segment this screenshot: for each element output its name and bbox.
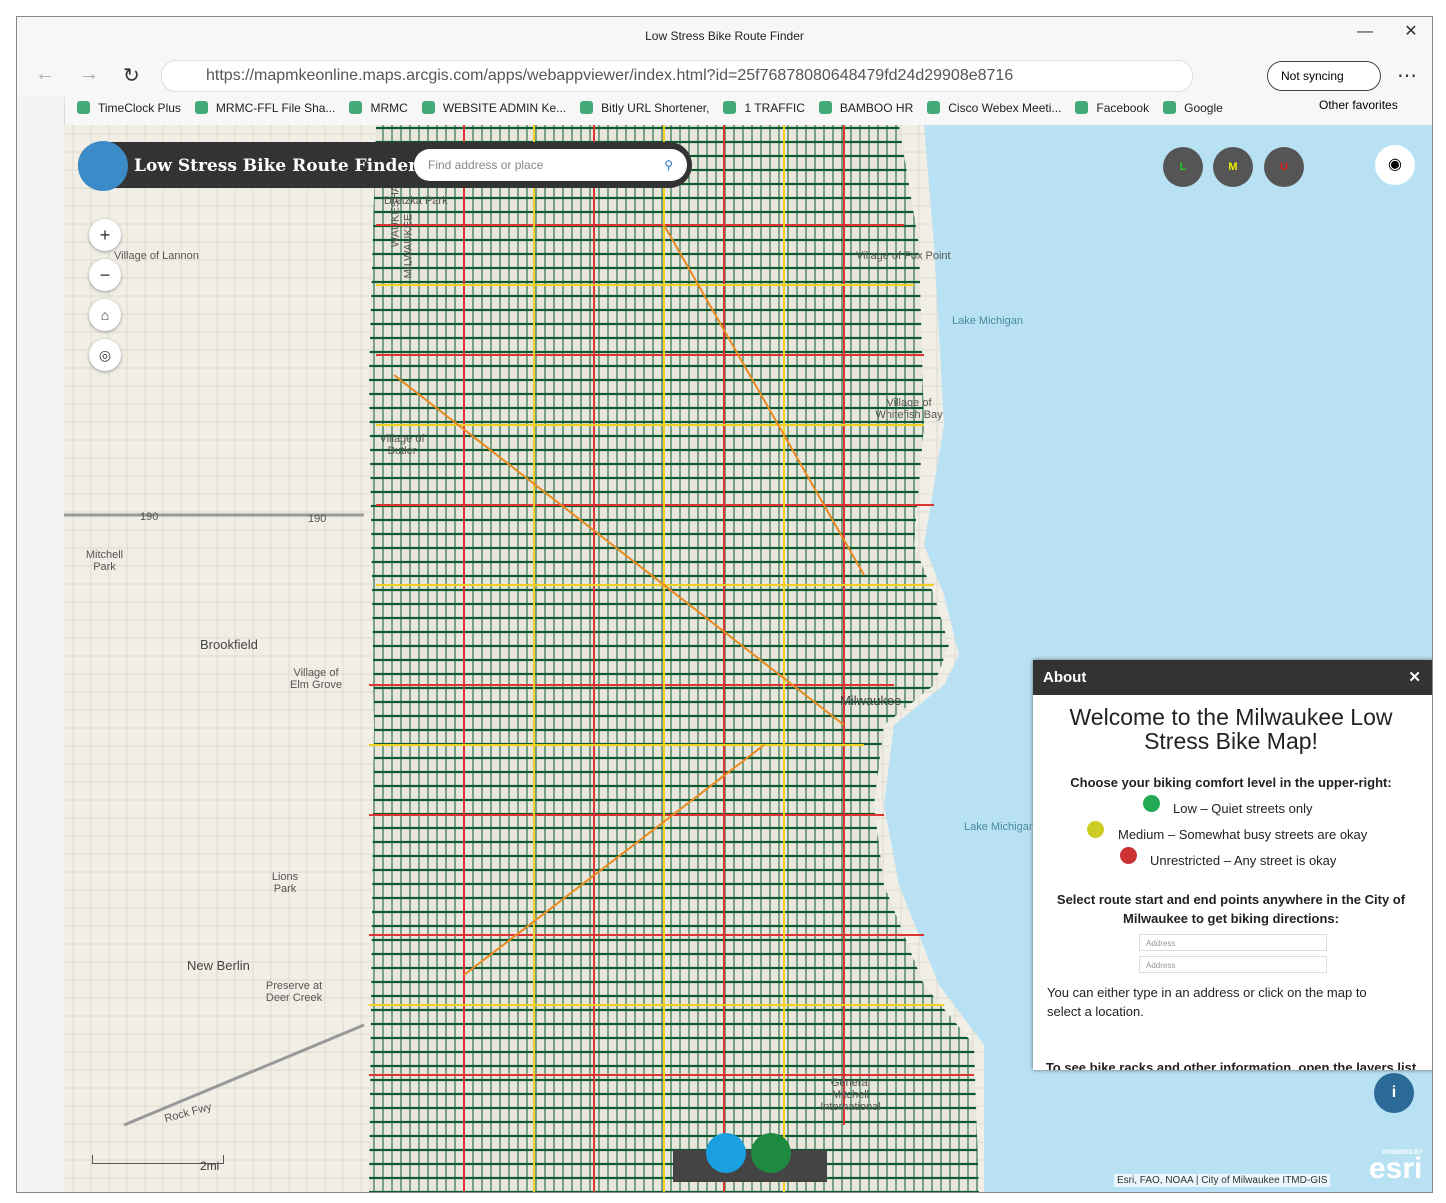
reload-button[interactable]: ↻ xyxy=(123,65,140,87)
bookmark[interactable]: Facebook xyxy=(1075,101,1149,115)
bookmark[interactable]: 1 TRAFFIC xyxy=(723,101,804,115)
level-text: Medium – Somewhat busy streets are okay xyxy=(1118,827,1368,842)
place-label: Village of Lannon xyxy=(114,250,199,262)
bookmark[interactable]: Bitly URL Shortener, xyxy=(580,101,709,115)
zoom-in[interactable]: + xyxy=(89,219,121,251)
close-button[interactable]: ✕ xyxy=(1404,23,1418,40)
layers-button[interactable] xyxy=(751,1133,791,1173)
bookmark[interactable]: Google xyxy=(1163,101,1223,115)
bookmark[interactable]: MRMC-FFL File Sha... xyxy=(195,101,336,115)
major-roads xyxy=(64,125,974,1192)
comfort-low-button[interactable]: L xyxy=(1163,147,1203,187)
level-text: Low – Quiet streets only xyxy=(1173,801,1313,816)
powered-by: POWERED BY xyxy=(1382,1150,1424,1156)
esri-logo: esri xyxy=(1369,1152,1423,1185)
attribution: Esri, FAO, NOAA | City of Milwaukee ITMD… xyxy=(1114,1174,1331,1187)
home-button[interactable]: ⌂ xyxy=(89,299,121,331)
road-label: 190 xyxy=(308,513,327,525)
search-box[interactable]: Find address or place ⚲ xyxy=(414,149,687,181)
place-label: Lions Park xyxy=(271,871,299,895)
url: https://mapmkeonline.maps.arcgis.com/app… xyxy=(206,67,1014,84)
visibility-toggle[interactable]: ◉ xyxy=(1375,145,1415,185)
place-label: Dretzka Park xyxy=(384,195,448,207)
zoom-out[interactable]: − xyxy=(89,259,121,291)
place-label: Mitchell Park xyxy=(85,549,124,573)
close-panel[interactable]: ✕ xyxy=(1408,669,1421,686)
browser-window: Low Stress Bike Route Finder — ✕ ← → ↻ h… xyxy=(16,16,1433,1193)
bookmark[interactable]: WEBSITE ADMIN Ke... xyxy=(422,101,566,115)
tab-title: Low Stress Bike Route Finder xyxy=(645,29,804,43)
bookmarks-bar: TimeClock Plus MRMC-FFL File Sha... MRMC… xyxy=(77,97,1223,119)
comfort-unrestricted-button[interactable]: U xyxy=(1264,147,1304,187)
place-label: Lake Michigan xyxy=(964,821,1035,833)
locate-button[interactable]: ◎ xyxy=(89,339,121,371)
address-bar[interactable]: https://mapmkeonline.maps.arcgis.com/app… xyxy=(161,60,1193,92)
bookmark[interactable]: TimeClock Plus xyxy=(77,101,181,115)
map[interactable]: Village of Lannon Dretzka Park WAUKESHA … xyxy=(64,125,1432,1192)
title-bar: Low Stress Bike Route Finder xyxy=(17,17,1432,53)
place-label: Village of Elm Grove xyxy=(290,667,342,691)
route-intro: Select route start and end points anywhe… xyxy=(1056,892,1406,926)
forward-button[interactable]: → xyxy=(79,63,99,85)
bookmark[interactable]: MRMC xyxy=(349,101,407,115)
place-label: WAUKESHA xyxy=(389,184,402,248)
comfort-intro: Choose your biking comfort level in the … xyxy=(1070,775,1392,790)
comfort-medium-button[interactable]: M xyxy=(1213,147,1253,187)
back-button[interactable]: ← xyxy=(35,63,55,85)
about-header: About ✕ xyxy=(1033,660,1432,695)
bookmark[interactable]: Cisco Webex Meeti... xyxy=(927,101,1061,115)
search-icon[interactable]: ⚲ xyxy=(664,158,673,172)
legend-button[interactable] xyxy=(706,1133,746,1173)
place-label: Preserve at Deer Creek xyxy=(265,980,323,1004)
search-placeholder: Find address or place xyxy=(428,158,544,172)
road-label: 190 xyxy=(140,511,159,523)
place-label: Milwaukee xyxy=(840,693,902,708)
layers-note: To see bike racks and other information,… xyxy=(1045,1060,1417,1070)
bookmark[interactable]: BAMBOO HR xyxy=(819,101,913,115)
place-label: Village of Butler xyxy=(379,433,425,457)
place-label: New Berlin xyxy=(187,958,250,973)
info-button[interactable]: i xyxy=(1374,1073,1414,1113)
bottom-toolbar xyxy=(673,1150,827,1182)
app-logo xyxy=(78,141,128,191)
menu-button[interactable]: ⋯ xyxy=(1397,65,1417,87)
location-note: You can either type in an address or cli… xyxy=(1047,985,1367,1019)
place-label: Lake Michigan xyxy=(952,315,1023,327)
place-label: General Mitchell International xyxy=(820,1077,881,1113)
city-streets xyxy=(369,125,979,1192)
sidebar xyxy=(17,97,65,1192)
scale-label: 2mi xyxy=(200,1159,220,1173)
place-label: Village of Fox Point xyxy=(856,250,951,262)
about-panel: About ✕ Welcome to the Milwaukee Low Stre… xyxy=(1033,660,1432,1070)
place-label: MILWAUKEE xyxy=(402,213,415,279)
other-favorites[interactable]: Other favorites xyxy=(1319,98,1398,112)
profile-button[interactable]: Not syncing xyxy=(1267,61,1381,91)
minimize-button[interactable]: — xyxy=(1357,23,1373,40)
app-title: Low Stress Bike Route Finder xyxy=(134,156,418,176)
about-heading: Welcome to the Milwaukee Low Stress Bike… xyxy=(1069,704,1393,754)
place-label: Village of Whitefish Bay xyxy=(875,397,943,421)
scale-bar xyxy=(92,1155,224,1164)
about-title: About xyxy=(1043,669,1087,686)
level-text: Unrestricted – Any street is okay xyxy=(1150,853,1337,868)
address-input-sample: Address xyxy=(1139,934,1327,951)
address-input-sample: Address xyxy=(1139,956,1327,973)
place-label: Brookfield xyxy=(200,637,258,652)
profile-status: Not syncing xyxy=(1281,69,1344,83)
